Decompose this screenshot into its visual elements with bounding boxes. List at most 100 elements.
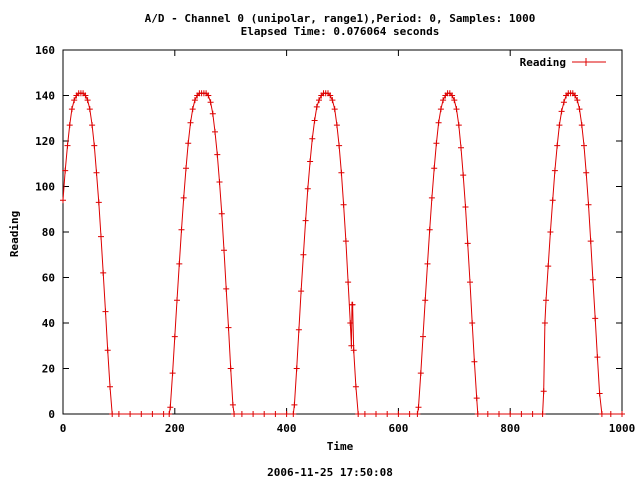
data-point [115, 411, 122, 417]
data-point [225, 324, 232, 331]
x-tick-label: 200 [165, 422, 185, 435]
data-point [589, 276, 596, 283]
data-point [327, 92, 334, 99]
data-point [547, 229, 554, 235]
data-point [592, 315, 599, 322]
y-tick-label: 120 [35, 135, 55, 148]
y-axis-label: Reading [8, 211, 21, 257]
data-point [460, 172, 467, 179]
x-axis-label: Time [327, 440, 354, 453]
series [60, 90, 625, 417]
data-point [539, 411, 546, 417]
data-point [384, 411, 391, 417]
data-point [218, 210, 225, 217]
data-point [518, 411, 525, 417]
data-point [300, 251, 307, 258]
data-point [167, 404, 174, 411]
data-point [64, 142, 71, 149]
data-point [298, 288, 305, 295]
data-point [283, 411, 290, 417]
data-point [169, 370, 176, 377]
data-point [68, 106, 75, 113]
data-point [583, 169, 590, 176]
data-point [293, 365, 300, 372]
data-point [449, 92, 456, 99]
data-point [350, 347, 357, 354]
data-point [261, 411, 268, 417]
data-point [576, 106, 583, 113]
data-point [329, 97, 336, 104]
y-tick-label: 140 [35, 90, 55, 103]
data-point [507, 411, 514, 417]
legend-label: Reading [520, 56, 566, 69]
data-point [348, 342, 355, 349]
data-point [178, 226, 185, 233]
data-point [558, 108, 565, 115]
data-point [545, 263, 552, 270]
data-point [66, 122, 73, 129]
data-point [91, 142, 98, 149]
data-point [93, 169, 100, 176]
data-point [496, 411, 502, 417]
data-point [338, 169, 345, 176]
data-point [433, 140, 440, 147]
data-point [415, 404, 422, 411]
data-point [420, 333, 426, 340]
data-point [185, 140, 192, 147]
data-point [619, 411, 625, 417]
data-point [471, 358, 478, 365]
data-point [160, 411, 167, 417]
data-point [100, 269, 107, 276]
data-point [395, 411, 402, 417]
data-point [554, 142, 561, 149]
data-point [484, 411, 491, 417]
data-point [560, 99, 567, 106]
x-axis: 0 200 400 600 800 1000 [60, 50, 635, 435]
data-point [187, 119, 194, 126]
plot-frame [62, 49, 623, 415]
data-point [313, 103, 320, 110]
data-point [104, 347, 111, 354]
data-point [272, 411, 279, 417]
data-point [596, 390, 603, 397]
data-point [107, 383, 113, 390]
data-point [422, 297, 429, 304]
legend: Reading [520, 56, 606, 69]
data-point [540, 388, 547, 395]
data-point [458, 144, 464, 151]
data-point [189, 106, 196, 113]
data-point [171, 333, 178, 340]
data-point [316, 97, 322, 104]
data-point [238, 411, 245, 417]
data-point [223, 285, 230, 292]
data-point [166, 411, 173, 417]
data-point [311, 117, 318, 124]
data-point [250, 411, 257, 417]
data-point [347, 320, 354, 326]
data-point [216, 179, 223, 185]
data-point [127, 411, 134, 417]
data-point [176, 260, 183, 267]
data-point [437, 106, 444, 113]
data-point [352, 383, 359, 390]
data-point [89, 122, 96, 129]
data-point [138, 411, 145, 417]
series-line [62, 92, 622, 415]
data-point [451, 97, 458, 104]
x-tick-label: 400 [277, 422, 297, 435]
data-point [231, 411, 238, 417]
data-point [455, 122, 462, 129]
chart-title-line2: Elapsed Time: 0.076064 seconds [241, 25, 440, 38]
legend-marker [582, 58, 590, 66]
data-point [355, 411, 362, 417]
data-point [578, 122, 585, 129]
data-point [290, 411, 297, 417]
data-point [60, 197, 66, 204]
x-tick-label: 800 [500, 422, 520, 435]
data-point [462, 204, 469, 210]
x-tick-label: 600 [388, 422, 408, 435]
data-point [529, 411, 536, 417]
data-point [551, 167, 558, 174]
data-point [102, 308, 109, 315]
